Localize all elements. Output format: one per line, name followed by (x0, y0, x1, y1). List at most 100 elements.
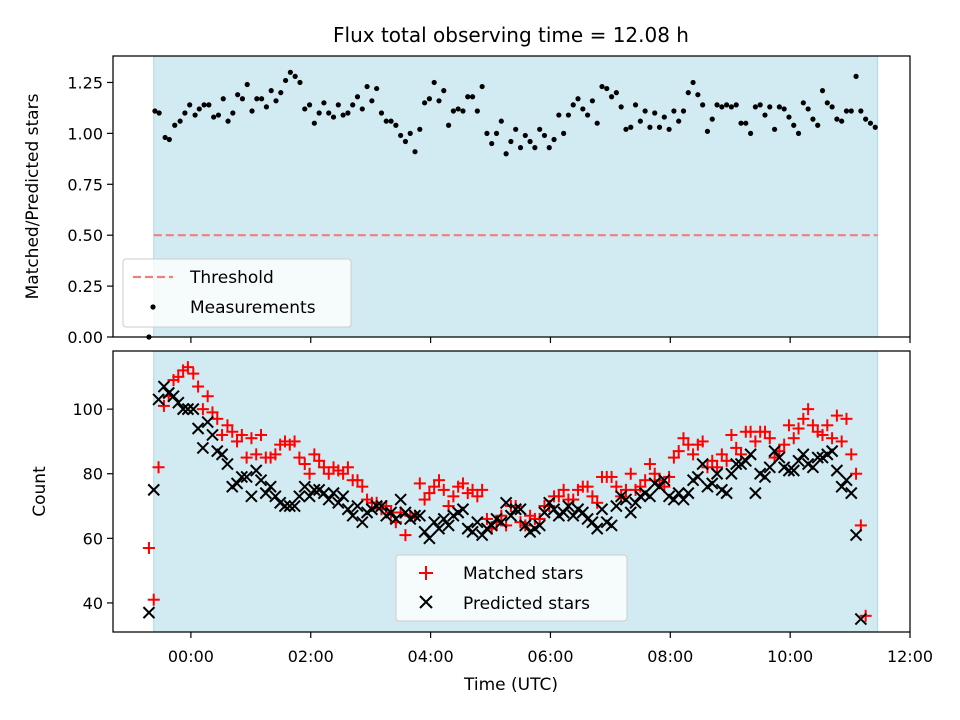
matched-star-point (152, 461, 165, 474)
predicted-star-point (278, 499, 292, 513)
measurement-point (235, 92, 241, 98)
predicted-star-point (456, 503, 470, 516)
measurement-point (479, 83, 485, 90)
matched-star-point (456, 477, 469, 490)
predicted-star-point (341, 503, 355, 516)
predicted-star-point (206, 428, 219, 442)
matched-star-point (351, 474, 364, 487)
measurement-point (541, 132, 548, 139)
predicted-star-point (191, 422, 205, 435)
y-tick-label: 0.25 (67, 277, 103, 296)
predicted-star-point (221, 457, 234, 471)
measurement-point (580, 106, 586, 112)
matched-star-point (341, 461, 354, 474)
y-axis-label-bottom: Count (30, 466, 50, 517)
measurement-point (166, 136, 172, 143)
predicted-star-point (749, 486, 762, 500)
predicted-star-point (240, 470, 253, 484)
measurement-point (215, 112, 222, 118)
measurement-point (537, 126, 543, 132)
measurement-point (714, 102, 720, 108)
predicted-star-point (437, 512, 450, 526)
measurement-point (776, 104, 782, 110)
measurement-point (594, 120, 600, 126)
measurement-point (369, 98, 375, 104)
measurement-point (196, 106, 202, 112)
matched-star-point (356, 480, 369, 493)
measurement-point (752, 104, 758, 110)
matched-star-point (221, 419, 234, 432)
measurement-point (570, 102, 576, 108)
measurement-point (575, 96, 581, 102)
measurement-point (498, 118, 504, 124)
matched-star-point (749, 435, 762, 448)
predicted-star-point (235, 470, 249, 484)
matched-star-point (643, 458, 656, 471)
measurement-point (781, 106, 787, 112)
x-tick-label: 02:00 (288, 647, 334, 666)
measurement-point (517, 145, 524, 151)
legend-bottom: Matched stars Predicted stars (395, 554, 628, 622)
measurement-point (374, 85, 380, 92)
matched-star-point (797, 412, 810, 425)
legend-matched-swatch (419, 566, 433, 580)
predicted-star-point (142, 606, 156, 619)
matched-star-point (552, 490, 565, 503)
matched-star-point (826, 432, 839, 445)
predicted-star-point (696, 457, 709, 471)
measurement-point (306, 102, 313, 108)
matched-star-point (706, 454, 719, 467)
matched-star-point (303, 467, 316, 480)
predicted-star-point (677, 493, 690, 506)
predicted-star-point (672, 486, 685, 500)
matched-star-point (480, 512, 493, 525)
predicted-star-point (557, 506, 570, 519)
measurement-point (354, 94, 361, 100)
matched-star-point (782, 419, 795, 432)
measurement-point (815, 122, 821, 128)
matched-star-point (428, 480, 441, 493)
predicted-star-point (283, 499, 296, 513)
matched-star-point (715, 448, 728, 461)
matched-star-point (835, 435, 848, 448)
predicted-star-point (336, 490, 350, 503)
matched-star-point (313, 454, 326, 467)
matched-star-point (821, 419, 834, 432)
predicted-star-point (509, 503, 522, 516)
matched-star-point (859, 609, 872, 622)
measurement-point (422, 100, 428, 106)
matched-star-point (418, 493, 431, 506)
matched-star-point (845, 448, 858, 461)
matched-star-point (806, 419, 819, 432)
predicted-star-point (157, 380, 171, 393)
measurement-point (407, 130, 413, 136)
predicted-star-point (288, 499, 301, 513)
measurement-point (441, 88, 447, 94)
matched-star-point (720, 454, 733, 467)
matched-star-point (308, 448, 321, 461)
matched-star-point (147, 593, 160, 606)
y-tick-label: 0.50 (67, 226, 103, 245)
axes-frame-top (112, 55, 911, 338)
predicted-star-point (230, 477, 244, 490)
measurement-point (268, 88, 274, 94)
measurement-point (661, 114, 667, 120)
measurement-point (489, 140, 495, 147)
matched-star-point (235, 428, 248, 441)
matched-star-point (192, 380, 205, 393)
matched-star-point (725, 428, 738, 441)
predicted-star-point (763, 461, 776, 474)
measurement-point (700, 102, 706, 108)
matched-star-point (447, 490, 460, 503)
chart-title: Flux total observing time = 12.08 h (333, 23, 689, 47)
predicted-star-point (269, 490, 282, 503)
measurement-point (364, 83, 370, 90)
matched-star-point (432, 474, 445, 487)
measurement-point (680, 108, 687, 114)
measurement-point (465, 94, 471, 100)
predicted-star-point (332, 496, 345, 510)
y-tick-label: 0.00 (67, 328, 103, 347)
predicted-star-point (215, 448, 229, 461)
measurement-point (608, 94, 615, 100)
